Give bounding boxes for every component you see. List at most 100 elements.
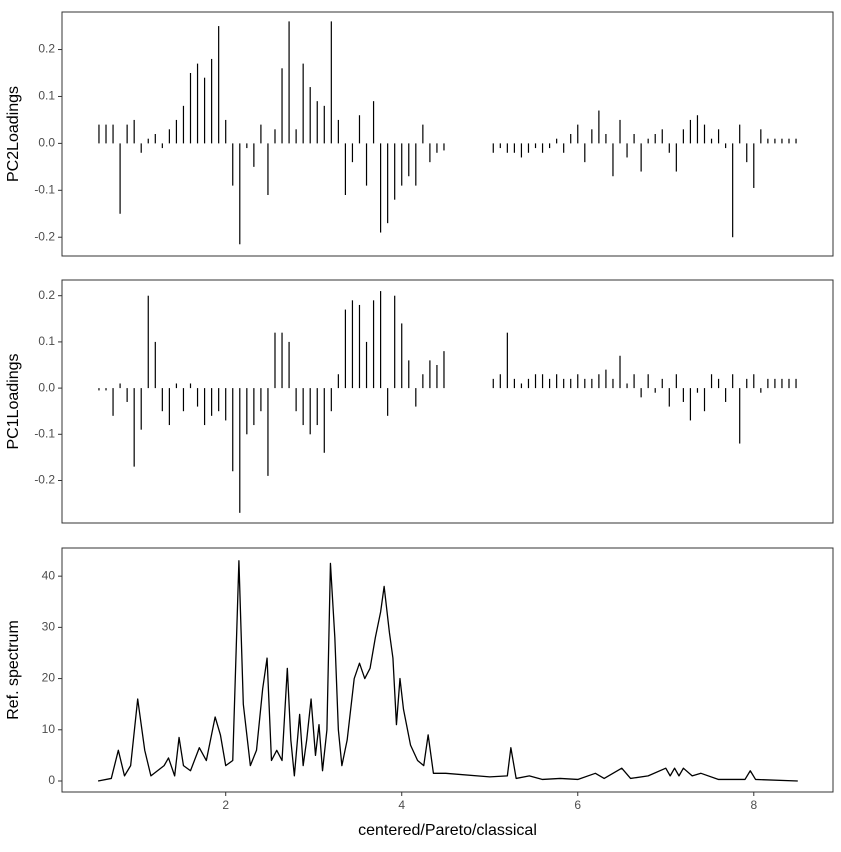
bar <box>288 341 290 389</box>
bar <box>267 388 269 476</box>
bar <box>260 124 262 144</box>
bar <box>351 300 354 389</box>
bar <box>422 374 424 389</box>
spectrum-line <box>97 560 798 782</box>
bar <box>661 129 663 144</box>
bar <box>710 374 713 389</box>
y-tick-label: -0.1 <box>34 426 55 440</box>
x-tick-label: 6 <box>574 798 581 812</box>
bar <box>710 138 713 144</box>
bar <box>619 355 621 389</box>
panel-border <box>61 547 834 793</box>
bar <box>746 143 748 163</box>
bar <box>520 143 523 158</box>
y-tick-label: 0 <box>48 773 55 787</box>
y-tick-label: 10 <box>42 722 56 736</box>
bar <box>239 388 241 513</box>
bar <box>513 143 515 153</box>
bar <box>520 383 523 389</box>
bar <box>126 388 128 402</box>
bar <box>182 105 185 144</box>
bar <box>689 388 692 421</box>
bar <box>640 388 642 398</box>
y-tick-label: -0.1 <box>34 182 55 196</box>
bar <box>182 388 185 412</box>
bar <box>295 129 297 144</box>
bar <box>612 143 614 177</box>
x-tick-label: 4 <box>398 798 405 812</box>
bar <box>675 143 677 172</box>
bar <box>119 383 121 389</box>
bar <box>548 143 551 149</box>
bar <box>281 68 283 144</box>
bar <box>112 388 114 416</box>
bar <box>633 134 635 144</box>
bar <box>548 378 551 389</box>
bar <box>717 378 720 389</box>
bar <box>140 143 142 153</box>
bar <box>302 388 304 426</box>
bar <box>781 138 783 144</box>
bar <box>232 388 234 472</box>
panel-border <box>61 11 834 257</box>
bar <box>133 119 135 144</box>
bar <box>225 119 227 144</box>
bar <box>668 388 670 407</box>
bar <box>309 388 311 435</box>
bar <box>330 388 332 412</box>
y-tick-label: 0.2 <box>38 42 55 56</box>
y-tick-label: 0.1 <box>38 334 55 348</box>
bar <box>147 295 149 389</box>
bar <box>309 87 311 144</box>
bar <box>612 378 614 389</box>
bar <box>661 378 663 389</box>
bar <box>408 143 410 177</box>
bar <box>570 134 572 144</box>
bar <box>788 378 790 389</box>
bar <box>605 134 607 144</box>
bar <box>196 388 199 407</box>
bar <box>654 388 656 393</box>
bar <box>492 143 494 153</box>
bar <box>253 388 255 426</box>
bar <box>429 360 431 389</box>
bar <box>203 388 206 426</box>
bar <box>253 143 255 167</box>
bar <box>739 124 741 144</box>
bar <box>161 143 163 149</box>
y-axis-label: PC2Loadings <box>5 86 22 182</box>
x-tick-label: 8 <box>750 798 757 812</box>
bar <box>175 119 178 144</box>
bar <box>154 341 156 389</box>
y-tick-label: 0.2 <box>38 288 55 302</box>
bar <box>506 332 508 389</box>
bar <box>767 138 769 144</box>
bar <box>211 58 213 144</box>
bar <box>703 388 706 412</box>
bar <box>563 143 565 153</box>
bar <box>647 138 649 144</box>
bar <box>98 388 100 391</box>
bar <box>527 143 530 153</box>
bar <box>189 73 192 144</box>
bar <box>760 129 762 144</box>
bar <box>281 332 283 389</box>
bar <box>330 21 332 144</box>
y-tick-label: 0.0 <box>38 136 55 150</box>
bar <box>105 124 107 144</box>
bar <box>760 388 762 393</box>
y-tick-label: 30 <box>42 620 56 634</box>
bar <box>387 388 389 416</box>
bar <box>654 134 656 144</box>
bar <box>387 143 389 224</box>
bar <box>232 143 234 186</box>
y-tick-label: 20 <box>42 671 56 685</box>
bar <box>556 374 558 389</box>
bar <box>725 388 727 402</box>
bar <box>126 124 128 144</box>
bar <box>767 378 769 389</box>
bar <box>563 378 565 389</box>
bar <box>774 378 776 389</box>
bar <box>436 365 438 389</box>
